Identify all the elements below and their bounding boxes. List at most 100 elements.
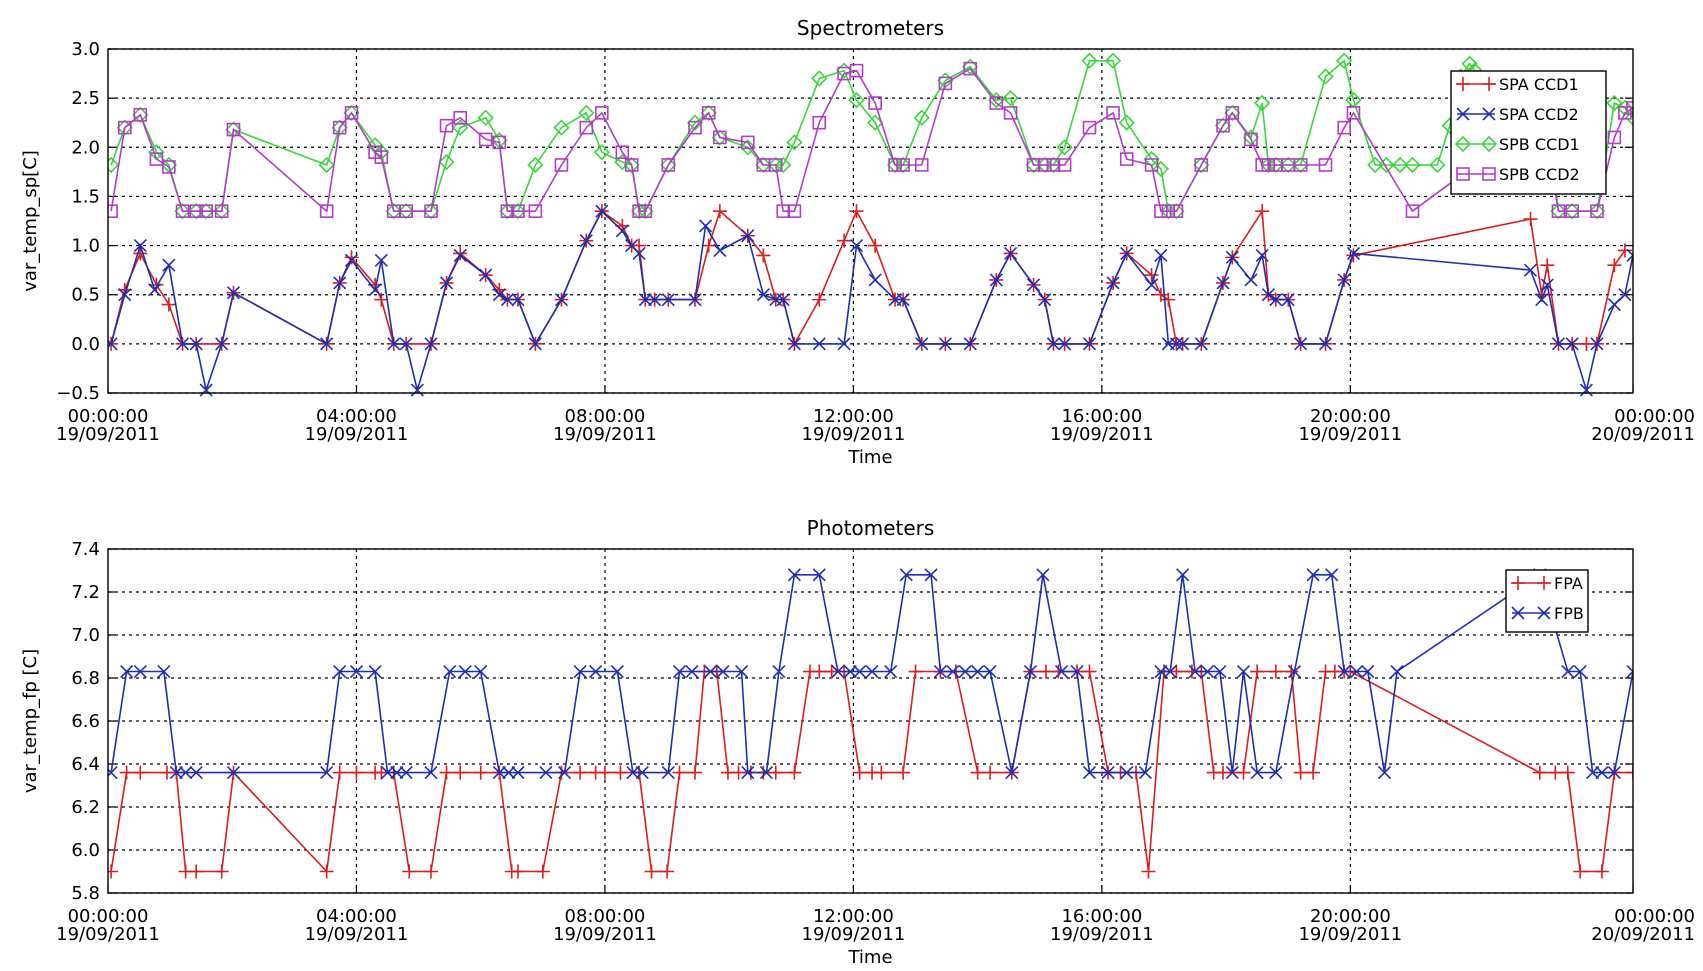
x-tick-date-label: 20/09/2011 — [1591, 424, 1695, 445]
data-marker-square — [1261, 158, 1276, 172]
data-marker-plus — [1141, 864, 1156, 879]
data-marker-plus — [573, 765, 588, 780]
y-tick-label: 0.0 — [71, 334, 100, 355]
data-marker-x — [1176, 568, 1190, 582]
data-marker-plus — [688, 765, 703, 780]
data-marker-plus — [1532, 765, 1547, 780]
data-marker-plus — [1236, 765, 1251, 780]
data-marker-x — [424, 766, 438, 780]
data-marker-square — [344, 106, 359, 120]
data-marker-x — [1586, 766, 1600, 780]
data-marker-square — [1106, 106, 1120, 120]
x-tick-time-label: 04:00:00 — [316, 906, 397, 927]
data-marker-plus — [597, 765, 612, 780]
data-marker-diamond — [630, 203, 648, 220]
data-marker-x — [1169, 337, 1183, 351]
data-marker-x — [368, 664, 382, 679]
x-tick-time-label: 08:00:00 — [565, 406, 646, 427]
y-tick-label: 1.0 — [71, 236, 100, 257]
data-marker-x — [1325, 568, 1339, 582]
data-marker-x — [1176, 337, 1190, 351]
data-marker-diamond — [1624, 109, 1633, 126]
data-marker-diamond — [422, 203, 440, 220]
data-marker-x — [688, 293, 702, 307]
data-marker-diamond — [225, 121, 242, 138]
data-marker-x — [349, 664, 364, 679]
data-marker-square — [500, 204, 515, 218]
data-marker-square — [453, 111, 468, 125]
data-marker-plus — [1482, 77, 1496, 91]
data-marker-x — [1390, 664, 1404, 679]
data-marker-square — [963, 61, 977, 76]
data-marker-x — [896, 293, 910, 307]
data-marker-square — [439, 118, 454, 133]
data-marker-square — [1456, 167, 1470, 181]
y-tick-label: 0.5 — [71, 285, 100, 306]
data-marker-square — [149, 152, 164, 166]
data-marker-diamond — [331, 119, 348, 136]
data-marker-plus — [510, 864, 525, 879]
data-marker-plus — [970, 765, 985, 780]
data-marker-x — [971, 664, 985, 679]
data-marker-plus — [189, 864, 204, 879]
data-marker-x — [1294, 337, 1308, 351]
data-marker-square — [787, 204, 802, 218]
data-marker-x — [1082, 337, 1097, 351]
y-axis-title: var_temp_sp[C] — [20, 150, 41, 292]
data-marker-x — [638, 293, 652, 307]
data-marker-x — [492, 288, 506, 302]
data-marker-square — [1618, 106, 1632, 120]
data-marker-x — [1590, 337, 1604, 351]
data-marker-x — [1163, 664, 1177, 679]
data-marker-x — [169, 766, 183, 780]
data-marker-x — [374, 253, 388, 267]
data-marker-x — [387, 337, 401, 351]
data-marker-x — [1005, 766, 1019, 780]
data-marker-diamond — [755, 156, 772, 174]
data-marker-x — [661, 293, 675, 307]
data-marker-diamond — [767, 156, 784, 174]
series-line — [110, 67, 1633, 213]
data-marker-x — [812, 337, 826, 351]
data-marker-square — [595, 106, 609, 120]
data-marker-x — [849, 239, 864, 253]
data-marker-diamond — [1480, 135, 1498, 153]
data-marker-square — [768, 158, 783, 172]
data-marker-square — [868, 96, 882, 110]
data-marker-x — [1626, 248, 1633, 262]
data-marker-plus — [837, 233, 852, 248]
data-marker-x — [1054, 664, 1069, 679]
data-marker-square — [424, 204, 438, 218]
data-marker-x — [1626, 664, 1633, 679]
data-marker-plus — [1511, 576, 1525, 590]
legend: SPA CCD1 SPA CCD2 SPB CCD1 SPB CCD2 — [1450, 70, 1607, 195]
data-marker-x — [1213, 664, 1227, 679]
data-marker-x — [120, 664, 134, 679]
data-marker-x — [713, 243, 727, 258]
data-marker-x — [1070, 664, 1084, 679]
data-marker-diamond — [578, 104, 595, 122]
data-marker-x — [946, 664, 960, 679]
data-marker-diamond — [116, 119, 133, 136]
data-marker-plus — [1306, 765, 1321, 780]
data-marker-diamond — [1214, 117, 1232, 134]
legend: FPA FPB — [1505, 569, 1589, 633]
data-marker-square — [511, 204, 525, 218]
data-marker-square — [849, 63, 864, 78]
data-marker-x — [787, 337, 801, 351]
data-marker-square — [214, 204, 229, 218]
y-tick-label: 1.5 — [71, 186, 100, 207]
data-marker-x — [589, 664, 603, 679]
data-marker-diamond — [385, 203, 402, 220]
data-marker-x — [626, 766, 640, 780]
data-marker-x — [199, 383, 213, 397]
y-tick-label: 5.8 — [71, 883, 100, 904]
data-marker-x — [915, 337, 929, 351]
data-marker-diamond — [1152, 160, 1170, 178]
data-marker-x — [884, 664, 898, 679]
data-marker-x — [938, 337, 952, 351]
data-marker-x — [157, 664, 171, 679]
data-marker-diamond — [1081, 52, 1098, 69]
chart-title: Photometers — [807, 516, 935, 540]
data-marker-x — [868, 273, 882, 287]
